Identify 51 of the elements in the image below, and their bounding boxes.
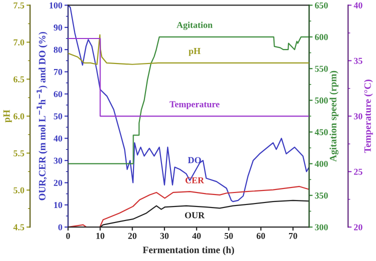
y-tick-label: 0: [58, 224, 62, 230]
x-tick-label: 60: [256, 232, 266, 239]
series-label: pH: [188, 48, 200, 56]
series-label: Agitation: [176, 22, 213, 30]
x-tick-label: 20: [128, 232, 136, 239]
y2-axis-title: Agitation speed (rpm): [330, 70, 338, 162]
y-tick-label: 30: [354, 113, 362, 120]
y2-tick-label: 600: [314, 34, 328, 40]
line-series: [68, 34, 310, 65]
series-label: Temperature: [170, 101, 220, 110]
y3-tick-label: 7.5: [14, 2, 24, 8]
x-tick-label: 30: [160, 232, 169, 239]
y3-tick-label: 6.0: [14, 113, 24, 120]
y2-tick-label: 450: [314, 129, 328, 136]
series-label: OUR: [185, 212, 205, 218]
y2-tick-label: 500: [314, 97, 328, 104]
y-tick-label: 60: [54, 91, 62, 98]
y-tick-label: 70: [54, 68, 62, 75]
y-tick-label: 90: [54, 24, 62, 31]
y3-axis-title: pH: [3, 110, 12, 123]
y-tick-label: 35: [354, 58, 362, 64]
y3-tick-label: 4.5: [13, 224, 24, 230]
y3-tick-label: 5.5: [14, 150, 24, 156]
y-tick-label: 40: [354, 2, 362, 8]
y3-tick-label: 6.5: [14, 76, 24, 82]
y2-tick-label: 350: [314, 192, 328, 199]
x-tick-label: 70: [289, 232, 298, 239]
x-tick-label: 0: [66, 232, 70, 239]
y-tick-label: 80: [54, 46, 62, 53]
y-tick-label: 50: [54, 113, 62, 120]
x-tick-label: 10: [96, 232, 104, 239]
y-tick-label: 100: [50, 2, 62, 8]
y-tick-label: 10: [54, 202, 62, 208]
series-label: CER: [186, 177, 204, 184]
x-axis-title: Fermentation time (h): [142, 246, 234, 256]
y-tick-label: 20: [54, 180, 62, 186]
y-tick-label: 25: [354, 168, 362, 175]
y2-tick-label: 400: [314, 160, 328, 167]
y2-tick-label: 550: [314, 66, 328, 72]
y-tick-label: 30: [54, 158, 62, 164]
series-label: DO: [188, 157, 201, 164]
x-tick-label: 50: [224, 232, 233, 239]
y2-tick-label: 300: [314, 224, 328, 230]
x-tick-label: 40: [192, 232, 201, 239]
y3-tick-label: 7.0: [14, 39, 24, 46]
y3-tick-label: 5.0: [14, 187, 24, 194]
y-tick-label: 40: [54, 135, 62, 142]
y-tick-label: 20: [354, 224, 362, 230]
y-axis-title: Temperature (°C): [364, 80, 373, 153]
y-axis-title: OUR,CER (m mol L$^{−1}$h$^{−1}$) and DO (%): [36, 32, 48, 200]
y2-tick-label: 650: [314, 2, 328, 8]
